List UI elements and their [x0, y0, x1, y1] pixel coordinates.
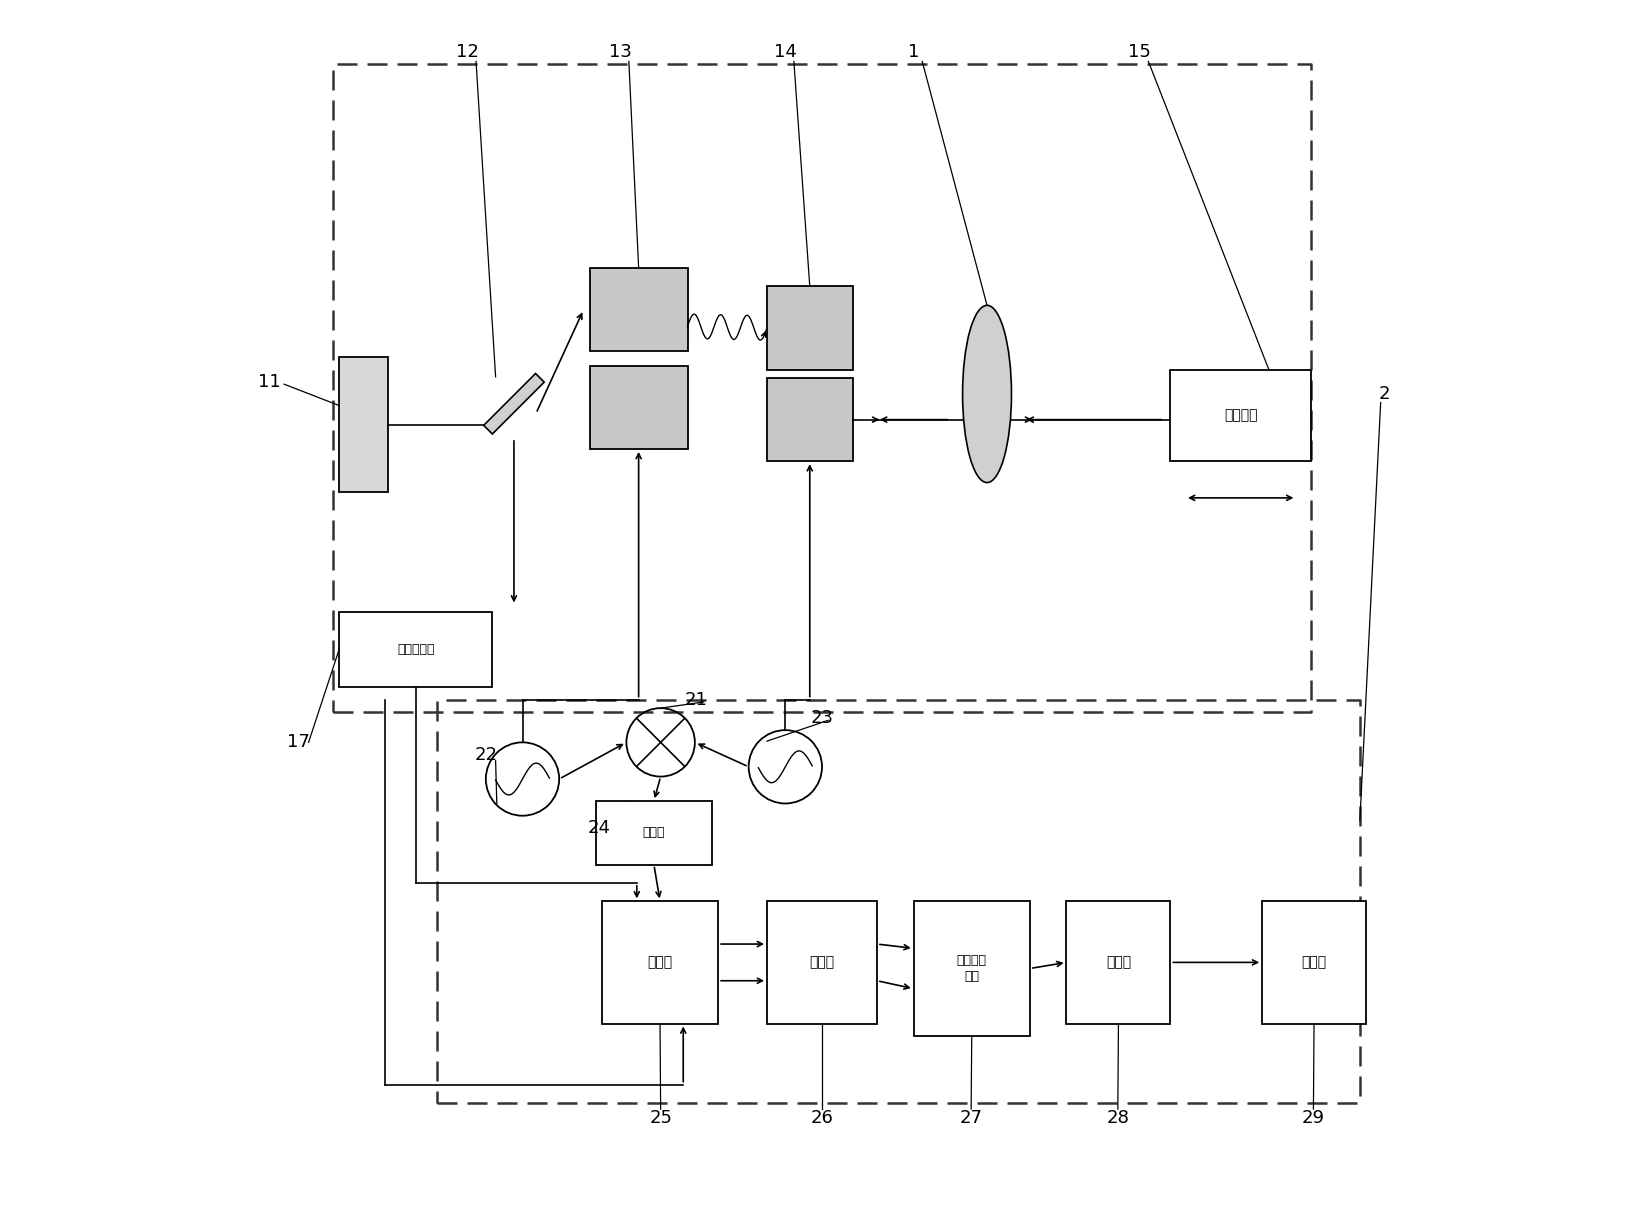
- Text: 27: 27: [960, 1109, 983, 1126]
- Polygon shape: [483, 373, 544, 433]
- Bar: [1067, 901, 1171, 1023]
- Bar: [768, 378, 853, 462]
- Bar: [339, 612, 492, 688]
- Text: 被测物体: 被测物体: [1225, 408, 1258, 421]
- Text: 21: 21: [684, 690, 707, 709]
- Text: 相位计: 相位计: [1106, 955, 1131, 969]
- Text: 24: 24: [589, 819, 612, 837]
- Text: 15: 15: [1128, 43, 1151, 60]
- Text: 17: 17: [288, 733, 311, 752]
- Bar: [339, 357, 388, 491]
- Bar: [590, 366, 687, 449]
- Text: 1: 1: [907, 43, 919, 60]
- Text: 23: 23: [810, 709, 834, 727]
- Text: 计算机: 计算机: [1302, 955, 1327, 969]
- Text: 滤波器: 滤波器: [648, 955, 672, 969]
- Ellipse shape: [963, 306, 1011, 483]
- Text: 25: 25: [649, 1109, 672, 1126]
- Bar: [768, 286, 853, 370]
- Text: 11: 11: [258, 373, 281, 391]
- Bar: [1171, 370, 1310, 462]
- Bar: [590, 268, 687, 351]
- Bar: [1263, 901, 1366, 1023]
- Text: 22: 22: [475, 745, 498, 764]
- Text: 28: 28: [1106, 1109, 1129, 1126]
- Text: 29: 29: [1302, 1109, 1325, 1126]
- Text: 12: 12: [455, 43, 478, 60]
- Text: 放大器: 放大器: [809, 955, 835, 969]
- Bar: [602, 901, 718, 1023]
- Text: 2: 2: [1379, 384, 1391, 403]
- Bar: [595, 801, 712, 865]
- Text: 光电探攵器: 光电探攵器: [398, 643, 436, 656]
- Text: 26: 26: [810, 1109, 834, 1126]
- Bar: [914, 901, 1029, 1035]
- Text: 倍频器: 倍频器: [643, 826, 666, 839]
- Text: 13: 13: [608, 43, 631, 60]
- Text: 单端信号
配器: 单端信号 配器: [957, 954, 986, 982]
- Bar: [768, 901, 876, 1023]
- Text: 14: 14: [774, 43, 797, 60]
